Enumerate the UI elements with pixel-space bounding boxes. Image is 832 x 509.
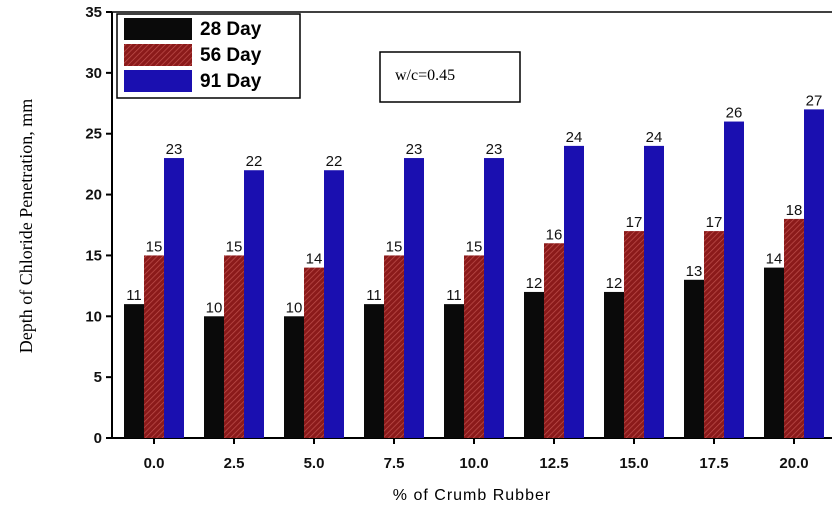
legend-swatch-56-day (124, 44, 192, 66)
annotation-frame (379, 51, 521, 103)
data-label: 15 (226, 238, 243, 255)
bar-91-day (484, 158, 504, 439)
bar-28-day (524, 291, 544, 438)
data-label: 22 (246, 153, 263, 170)
x-tick-label: 15.0 (619, 455, 648, 472)
bar-56-day (704, 231, 724, 438)
data-label: 11 (126, 287, 142, 304)
bar-28-day (364, 304, 384, 438)
x-tick-label: 2.5 (224, 455, 245, 472)
data-label: 14 (766, 251, 783, 268)
bar-56-day (224, 255, 244, 438)
x-tick-label: 20.0 (779, 455, 808, 472)
bar-28-day (444, 304, 464, 438)
annotation-text: w/c=0.45 (395, 67, 455, 84)
bar-56-day (304, 267, 324, 438)
data-label: 23 (406, 141, 423, 158)
bar-56-day (144, 255, 164, 438)
bar-56-day (784, 218, 804, 438)
bar-28-day (284, 316, 304, 438)
y-tick-label: 25 (85, 126, 102, 143)
data-label: 22 (326, 153, 343, 170)
data-label: 26 (726, 105, 743, 122)
bar-91-day (644, 145, 664, 438)
bar-91-day (244, 170, 264, 438)
x-tick-label: 12.5 (539, 455, 568, 472)
data-label: 24 (566, 129, 583, 146)
data-label: 11 (366, 287, 382, 304)
data-label: 15 (386, 238, 403, 255)
bar-91-day (324, 170, 344, 438)
data-label: 23 (486, 141, 503, 158)
bar-series-group (124, 109, 824, 439)
data-label: 11 (446, 287, 462, 304)
data-label: 15 (466, 238, 483, 255)
data-label: 10 (206, 299, 223, 316)
bar-56-day (464, 255, 484, 438)
bar-56-day (624, 231, 644, 438)
y-tick-label: 35 (85, 4, 102, 21)
bar-56-day (544, 243, 564, 438)
legend-label-91-day: 91 Day (200, 71, 262, 92)
x-axis-ticks: 0.0 2.5 5.0 7.5 10.0 12.5 15.0 17.5 20.0 (144, 438, 809, 472)
x-tick-label: 7.5 (384, 455, 405, 472)
y-tick-label: 30 (85, 65, 102, 82)
data-label: 24 (646, 129, 663, 146)
bar-91-day (404, 158, 424, 439)
data-label: 17 (626, 214, 643, 231)
x-tick-label: 5.0 (304, 455, 325, 472)
bar-28-day (684, 279, 704, 438)
legend-swatch-91-day (124, 70, 192, 92)
bar-28-day (204, 316, 224, 438)
data-label: 27 (806, 92, 823, 109)
y-tick-label: 0 (94, 430, 102, 447)
x-tick-label: 0.0 (144, 455, 165, 472)
bar-28-day (124, 304, 144, 438)
data-label: 15 (146, 238, 163, 255)
data-label: 16 (546, 226, 563, 243)
annotation-box: w/c=0.45 (379, 51, 521, 103)
data-label: 13 (686, 263, 703, 280)
y-tick-label: 5 (94, 369, 102, 386)
bar-91-day (164, 158, 184, 439)
y-tick-label: 20 (85, 187, 102, 204)
data-label: 23 (166, 141, 183, 158)
data-label: 12 (606, 275, 623, 292)
bar-91-day (804, 109, 824, 438)
bar-28-day (764, 267, 784, 438)
y-tick-label: 10 (85, 308, 102, 325)
y-tick-label: 15 (85, 247, 102, 264)
x-axis-title: % of Crumb Rubber (393, 487, 551, 504)
x-tick-label: 10.0 (459, 455, 488, 472)
legend-swatch-28-day (124, 18, 192, 40)
legend: 28 Day 56 Day 91 Day (116, 13, 301, 99)
data-label: 10 (286, 299, 303, 316)
bar-28-day (604, 291, 624, 438)
legend-label-28-day: 28 Day (200, 19, 262, 40)
y-axis-title: Depth of Chloride Penetration, mm (16, 99, 36, 353)
bar-91-day (564, 145, 584, 438)
bar-91-day (724, 121, 744, 439)
data-labels-group: 11 15 23 10 15 22 10 14 22 11 15 23 11 15 23 12 16 24 12 17… (126, 92, 822, 316)
legend-label-56-day: 56 Day (200, 45, 262, 66)
data-label: 18 (786, 202, 803, 219)
bar-56-day (384, 255, 404, 438)
data-label: 12 (526, 275, 543, 292)
y-axis-ticks: 0 5 10 15 20 25 30 35 (85, 4, 112, 447)
x-tick-label: 17.5 (699, 455, 728, 472)
data-label: 17 (706, 214, 723, 231)
data-label: 14 (306, 251, 323, 268)
